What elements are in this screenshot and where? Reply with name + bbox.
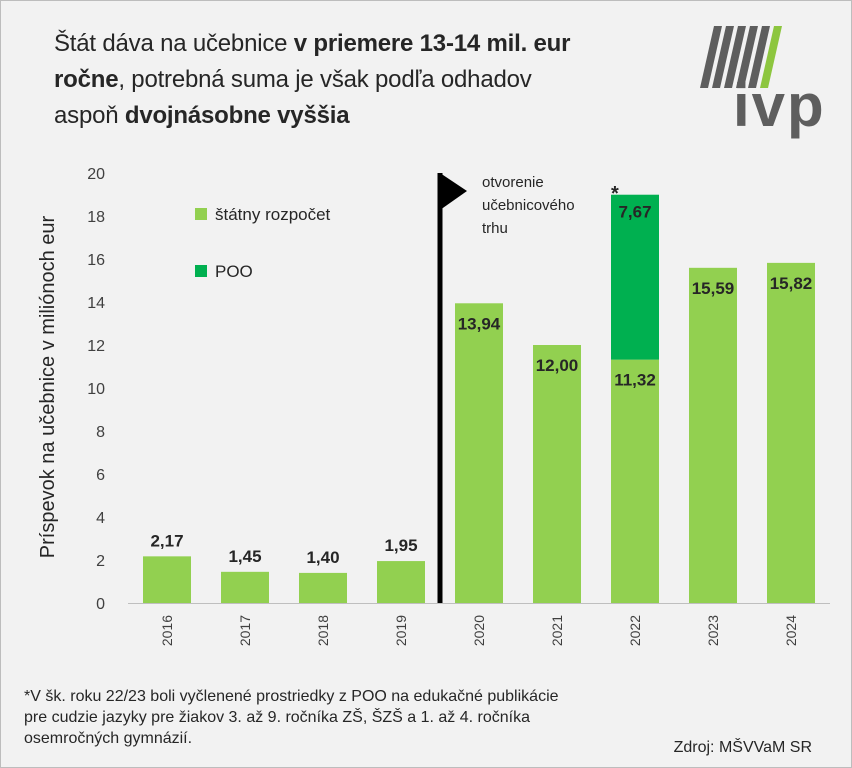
x-tick-label: 2021 xyxy=(549,615,565,646)
data-label-2023-statny-rozpocet: 15,59 xyxy=(692,279,735,298)
title-part: Štát dáva na učebnice xyxy=(54,30,294,57)
x-tick-label: 2017 xyxy=(237,615,253,646)
bar-2024-statny-rozpocet xyxy=(767,262,815,603)
data-label-2018-statny-rozpocet: 1,40 xyxy=(306,548,339,567)
x-tick-label: 2023 xyxy=(705,615,721,646)
y-tick-label: 10 xyxy=(87,381,105,398)
x-tick-label: 2018 xyxy=(315,615,331,646)
data-label-2022-statny-rozpocet: 11,32 xyxy=(614,371,656,390)
bar-2022-statny-rozpocet xyxy=(611,359,659,603)
x-tick-label: 2019 xyxy=(393,615,409,646)
marker-text-line-2: učebnicového xyxy=(482,197,575,214)
marker-text-line-1: otvorenie xyxy=(482,174,544,191)
y-tick-label: 12 xyxy=(87,338,105,355)
y-tick-label: 2 xyxy=(96,553,105,570)
logo-text: ivp xyxy=(733,72,826,139)
footnote-line: *V šk. roku 22/23 boli vyčlenené prostri… xyxy=(24,688,559,705)
data-label-2022-poo: 7,67 xyxy=(618,203,651,222)
legend-swatch-poo xyxy=(195,265,207,277)
y-tick-label: 18 xyxy=(87,209,105,226)
x-tick-label: 2024 xyxy=(783,615,799,646)
y-tick-label: 8 xyxy=(96,424,105,441)
bar-2021-statny-rozpocet xyxy=(533,345,581,603)
y-tick-label: 4 xyxy=(96,510,105,527)
ivp-stripes-logo xyxy=(700,26,782,88)
x-tick-label: 2022 xyxy=(627,615,643,646)
footnote: *V šk. roku 22/23 boli vyčlenené prostri… xyxy=(24,686,664,749)
chart-title: Štát dáva na učebnice v priemere 13-14 m… xyxy=(54,26,674,134)
bar-2016-statny-rozpocet xyxy=(143,556,191,603)
bar-2017-statny-rozpocet xyxy=(221,571,269,603)
flag-icon xyxy=(440,173,467,210)
data-label-2017-statny-rozpocet: 1,45 xyxy=(228,547,261,566)
legend-label-statny-rozpocet: štátny rozpočet xyxy=(215,205,331,224)
y-tick-label: 20 xyxy=(87,166,105,183)
bar-2018-statny-rozpocet xyxy=(299,572,347,603)
legend-swatch-statny-rozpocet xyxy=(195,208,207,220)
data-label-2019-statny-rozpocet: 1,95 xyxy=(384,536,417,555)
bar-2023-statny-rozpocet xyxy=(689,267,737,603)
title-bold-part: dvojnásobne vyššia xyxy=(124,102,350,129)
y-tick-label: 16 xyxy=(87,252,105,269)
x-axis: 2016 2017 2018 2019 2020 2021 2022 2023 2024 xyxy=(159,615,799,646)
bar-2019-statny-rozpocet xyxy=(377,561,425,603)
title-part: aspoň xyxy=(54,102,125,129)
data-label-2021-statny-rozpocet: 12,00 xyxy=(536,356,579,375)
title-bold-part: ročne xyxy=(54,66,119,93)
x-tick-label: 2016 xyxy=(159,615,175,646)
marker-text-line-3: trhu xyxy=(482,220,508,237)
y-tick-label: 0 xyxy=(96,596,105,613)
legend: štátny rozpočet POO xyxy=(195,205,331,281)
bar-chart: Príspevok na učebnice v miliónoch eur 0 2… xyxy=(37,166,830,646)
bar-2020-statny-rozpocet xyxy=(455,303,503,603)
asterisk-marker: * xyxy=(611,183,619,205)
y-tick-label: 6 xyxy=(96,467,105,484)
data-label-2020-statny-rozpocet: 13,94 xyxy=(458,314,501,333)
legend-label-poo: POO xyxy=(215,262,253,281)
y-axis: 0 2 4 6 8 10 12 14 16 18 20 xyxy=(87,166,105,613)
y-tick-label: 14 xyxy=(87,295,105,312)
title-part: , potrebná suma je však podľa odhadov xyxy=(118,66,532,93)
market-opening-marker: otvorenie učebnicového trhu xyxy=(437,173,575,603)
footnote-line: osemročných gymnázií. xyxy=(24,730,193,747)
x-tick-label: 2020 xyxy=(471,615,487,646)
data-label-2016-statny-rozpocet: 2,17 xyxy=(150,531,183,550)
source-note: Zdroj: MŠVVaM SR xyxy=(673,739,812,756)
y-axis-label: Príspevok na učebnice v miliónoch eur xyxy=(37,215,59,558)
bars xyxy=(143,194,815,603)
bar-2022-poo xyxy=(611,194,659,360)
data-label-2024-statny-rozpocet: 15,82 xyxy=(770,274,813,293)
title-bold-part: v priemere 13-14 mil. eur xyxy=(293,30,571,57)
footnote-line: pre cudzie jazyky pre žiakov 3. až 9. ro… xyxy=(24,709,530,726)
data-labels: 2,17 1,45 1,40 1,95 13,94 12,00 11,32 7,67 15,59… xyxy=(150,203,812,567)
